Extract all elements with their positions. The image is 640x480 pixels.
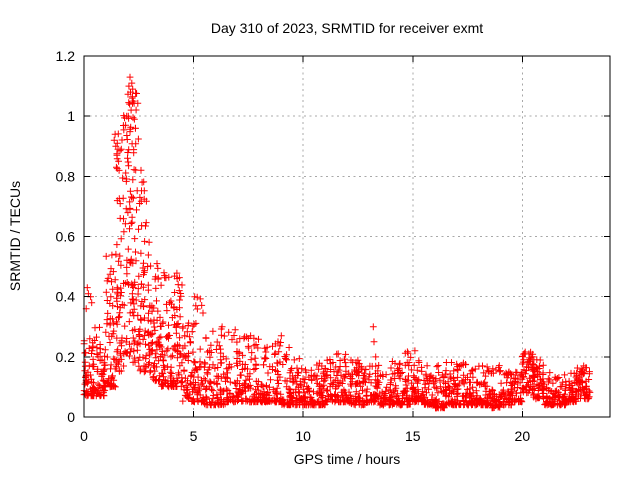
y-tick-label: 0.6 [56,229,76,245]
x-tick-label: 0 [80,428,88,444]
y-tick-label: 0.4 [56,289,76,305]
y-tick-label: 0.2 [56,349,76,365]
chart-title: Day 310 of 2023, SRMTID for receiver exm… [211,20,483,36]
x-axis-label: GPS time / hours [294,451,401,467]
tick-labels: 0 5 10 15 20 0 0.2 0.4 0.6 0.8 1 1.2 [56,48,531,444]
y-tick-label: 0.8 [56,168,76,184]
y-tick-label: 0 [67,409,75,425]
x-tick-label: 20 [515,428,531,444]
y-axis-label: SRMTID / TECUs [7,181,23,291]
axis-border-and-ticks [83,55,611,418]
y-tick-label: 1.2 [56,48,76,64]
scatter-points [80,73,594,412]
y-tick-label: 1 [67,108,75,124]
data-points-layer [80,73,594,412]
x-tick-label: 5 [190,428,198,444]
x-tick-label: 15 [405,428,421,444]
x-tick-label: 10 [295,428,311,444]
